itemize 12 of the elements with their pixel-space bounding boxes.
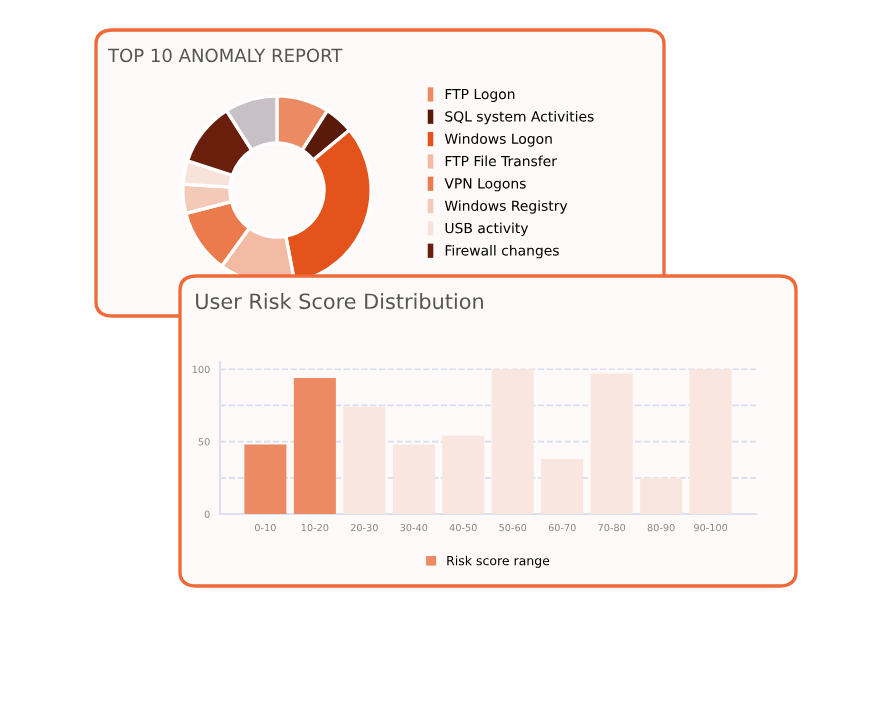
bar (343, 406, 386, 514)
bar (442, 435, 485, 514)
bar (293, 377, 336, 514)
bar (640, 477, 683, 514)
chart-title: User Risk Score Distribution (196, 293, 483, 310)
bar (590, 373, 633, 514)
bar (244, 444, 287, 514)
bar (491, 369, 534, 514)
chart-title: TOP 10 ANOMALY REPORT (107, 48, 343, 63)
bar (689, 369, 732, 514)
bar (392, 444, 435, 514)
bar (541, 458, 584, 514)
